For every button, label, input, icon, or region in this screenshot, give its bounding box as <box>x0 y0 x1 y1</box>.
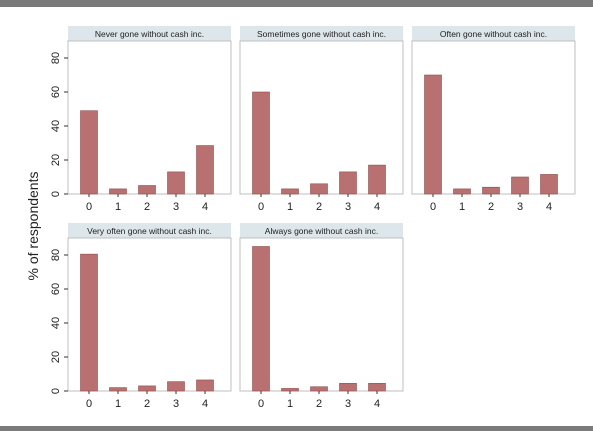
y-axis-title: % of respondents <box>25 172 41 281</box>
x-tick-label: 0 <box>258 201 264 213</box>
bar <box>167 171 185 195</box>
bar <box>196 145 214 195</box>
panel-title: Never gone without cash inc. <box>95 29 204 39</box>
x-tick-label: 1 <box>287 201 293 213</box>
x-tick-label: 1 <box>115 398 121 410</box>
x-tick-label: 1 <box>287 398 293 410</box>
bar <box>540 174 558 195</box>
bar <box>109 188 127 195</box>
panel-title: Always gone without cash inc. <box>265 226 378 236</box>
bar <box>281 388 299 392</box>
bar <box>368 383 386 392</box>
bar <box>196 379 214 392</box>
panel-header <box>68 26 231 41</box>
chart-area: % of respondents Never gone without cash… <box>18 14 585 419</box>
x-tick-label: 1 <box>115 201 121 213</box>
bar <box>252 246 270 392</box>
bar <box>252 91 270 195</box>
bar <box>167 381 185 392</box>
x-tick-label: 2 <box>144 398 150 410</box>
bottom-rule <box>0 426 593 431</box>
panel-header <box>68 223 231 238</box>
panel-header <box>240 26 403 41</box>
x-tick-label: 4 <box>202 201 208 213</box>
x-tick-label: 0 <box>86 201 92 213</box>
panel-header <box>240 223 403 238</box>
panel-title: Very often gone without cash inc. <box>87 226 212 236</box>
bar <box>511 176 529 195</box>
x-tick-label: 2 <box>488 201 494 213</box>
x-tick-label: 3 <box>173 201 179 213</box>
bar <box>310 183 328 195</box>
panel-header <box>412 26 575 41</box>
panel-title: Often gone without cash inc. <box>440 29 547 39</box>
bar <box>80 110 98 195</box>
y-tick-label: 60 <box>50 86 62 98</box>
bar <box>138 385 156 392</box>
x-tick-label: 0 <box>430 201 436 213</box>
x-tick-label: 4 <box>202 398 208 410</box>
bar <box>453 188 471 195</box>
bar <box>339 383 357 392</box>
x-tick-label: 0 <box>258 398 264 410</box>
bar <box>80 253 98 392</box>
bar-chart-grid: % of respondents Never gone without cash… <box>25 26 576 410</box>
y-tick-label: 0 <box>50 388 62 394</box>
x-tick-label: 0 <box>86 398 92 410</box>
y-tick-label: 80 <box>50 52 62 64</box>
y-tick-label: 40 <box>50 317 62 329</box>
bar <box>281 188 299 195</box>
x-tick-label: 3 <box>345 201 351 213</box>
x-tick-label: 4 <box>374 398 380 410</box>
x-tick-label: 4 <box>546 201 552 213</box>
bar <box>482 186 500 195</box>
panel-title: Sometimes gone without cash inc. <box>257 29 386 39</box>
top-rule <box>0 0 593 7</box>
bar <box>339 171 357 195</box>
x-tick-label: 2 <box>144 201 150 213</box>
y-tick-label: 20 <box>50 154 62 166</box>
x-tick-label: 3 <box>517 201 523 213</box>
x-tick-label: 2 <box>316 398 322 410</box>
y-tick-label: 20 <box>50 351 62 363</box>
x-tick-label: 3 <box>173 398 179 410</box>
x-tick-label: 1 <box>459 201 465 213</box>
x-tick-label: 3 <box>345 398 351 410</box>
bar <box>368 164 386 195</box>
x-tick-label: 4 <box>374 201 380 213</box>
y-tick-label: 0 <box>50 191 62 197</box>
bar <box>109 387 127 392</box>
bar <box>138 185 156 195</box>
y-tick-label: 80 <box>50 249 62 261</box>
y-tick-label: 40 <box>50 120 62 132</box>
x-tick-label: 2 <box>316 201 322 213</box>
y-tick-label: 60 <box>50 283 62 295</box>
bar <box>424 74 442 195</box>
bar <box>310 386 328 392</box>
